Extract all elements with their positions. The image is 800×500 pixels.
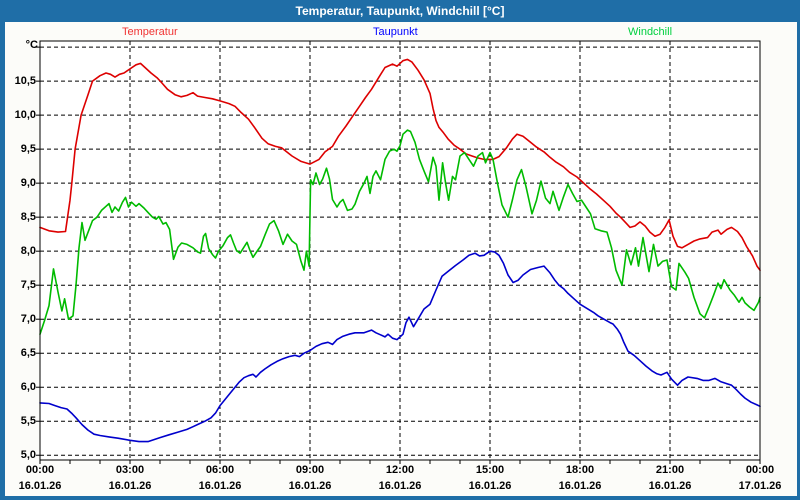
y-tick-label: 5,5 — [20, 415, 36, 428]
legend-item-taupunkt: Taupunkt — [373, 26, 418, 38]
legend-item-temperatur: Temperatur — [122, 26, 178, 38]
x-tick-date-label: 16.01.26 — [558, 480, 602, 492]
y-tick-label: 6,0 — [20, 381, 36, 394]
x-tick-time-label: 09:00 — [295, 464, 325, 476]
series-taupunkt-line — [39, 250, 761, 443]
y-tick-label: 8,5 — [20, 211, 36, 224]
x-tick-date-label: 16.01.26 — [198, 480, 242, 492]
x-tick-date-label: 16.01.26 — [648, 480, 692, 492]
window-title-bar: Temperatur, Taupunkt, Windchill [°C] — [0, 0, 800, 22]
window-border-right — [797, 22, 800, 500]
y-tick-label: 9,5 — [20, 143, 36, 156]
y-tick-label: 9,0 — [20, 177, 36, 190]
legend-item-windchill: Windchill — [628, 26, 673, 38]
x-tick-date-label: 17.01.26 — [738, 480, 782, 492]
series-temperatur-line — [39, 58, 761, 272]
x-tick-time-label: 12:00 — [385, 464, 415, 476]
x-tick-time-label: 15:00 — [475, 464, 505, 476]
window-border-bottom — [0, 496, 800, 500]
x-tick-time-label: 06:00 — [205, 464, 235, 476]
x-tick-date-label: 16.01.26 — [18, 480, 62, 492]
x-tick-time-label: 03:00 — [115, 464, 145, 476]
plot-background — [40, 41, 760, 460]
series-windchill-line — [39, 129, 761, 336]
plot-border — [39, 40, 761, 461]
y-tick-label: 7,0 — [20, 313, 36, 326]
x-tick-date-label: 16.01.26 — [108, 480, 152, 492]
x-tick-time-label: 00:00 — [25, 464, 55, 476]
x-tick-date-label: 16.01.26 — [288, 480, 332, 492]
y-tick-label: 10,0 — [14, 109, 36, 122]
y-tick-label: 10,5 — [14, 75, 36, 88]
y-tick-label: 5,0 — [20, 449, 36, 462]
x-tick-time-label: 00:00 — [745, 464, 775, 476]
x-tick-time-label: 18:00 — [565, 464, 595, 476]
x-tick-time-label: 21:00 — [655, 464, 685, 476]
window-title: Temperatur, Taupunkt, Windchill [°C] — [295, 4, 505, 18]
x-tick-date-label: 16.01.26 — [468, 480, 512, 492]
x-tick-date-label: 16.01.26 — [378, 480, 422, 492]
y-tick-label: 8,0 — [20, 245, 36, 258]
y-axis-unit-label: °C — [25, 39, 38, 51]
window-border-left — [0, 22, 5, 500]
y-tick-label: 6,5 — [20, 347, 36, 360]
y-tick-label: 7,5 — [20, 279, 36, 292]
